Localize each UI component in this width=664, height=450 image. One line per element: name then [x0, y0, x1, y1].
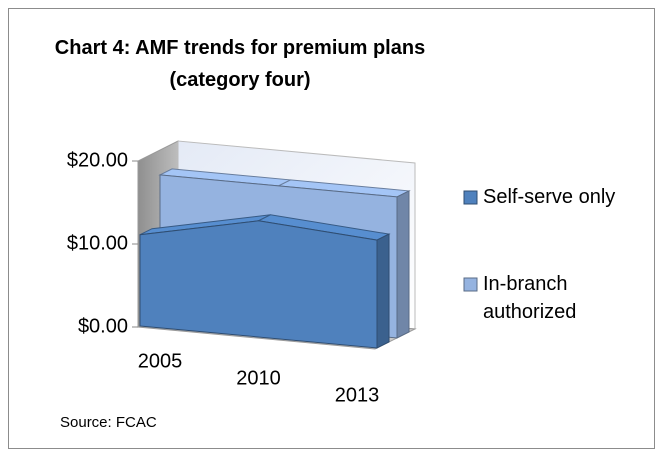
- chart-border: [8, 8, 655, 449]
- source-note: Source: FCAC: [60, 414, 157, 431]
- legend-swatch: [463, 277, 478, 292]
- area: [139, 220, 378, 349]
- area-end: [376, 233, 390, 349]
- legend-label: Self-serve only: [483, 186, 616, 208]
- area-end: [396, 190, 410, 339]
- plot-area: $0.00 $10.00 $20.00 2005 2010 2013: [67, 140, 478, 406]
- chart-title: Chart 4: AMF trends for premium plans (c…: [54, 37, 426, 91]
- legend-swatch: [463, 190, 478, 205]
- y-tick-label: $10.00: [67, 232, 128, 254]
- y-tick-label: $20.00: [67, 149, 128, 171]
- y-tick-label: $0.00: [78, 315, 128, 337]
- x-tick-label: 2013: [335, 384, 380, 406]
- x-tick-label: 2010: [236, 367, 281, 389]
- legend-label: In-branch authorized: [483, 273, 577, 323]
- x-tick-label: 2005: [138, 350, 183, 372]
